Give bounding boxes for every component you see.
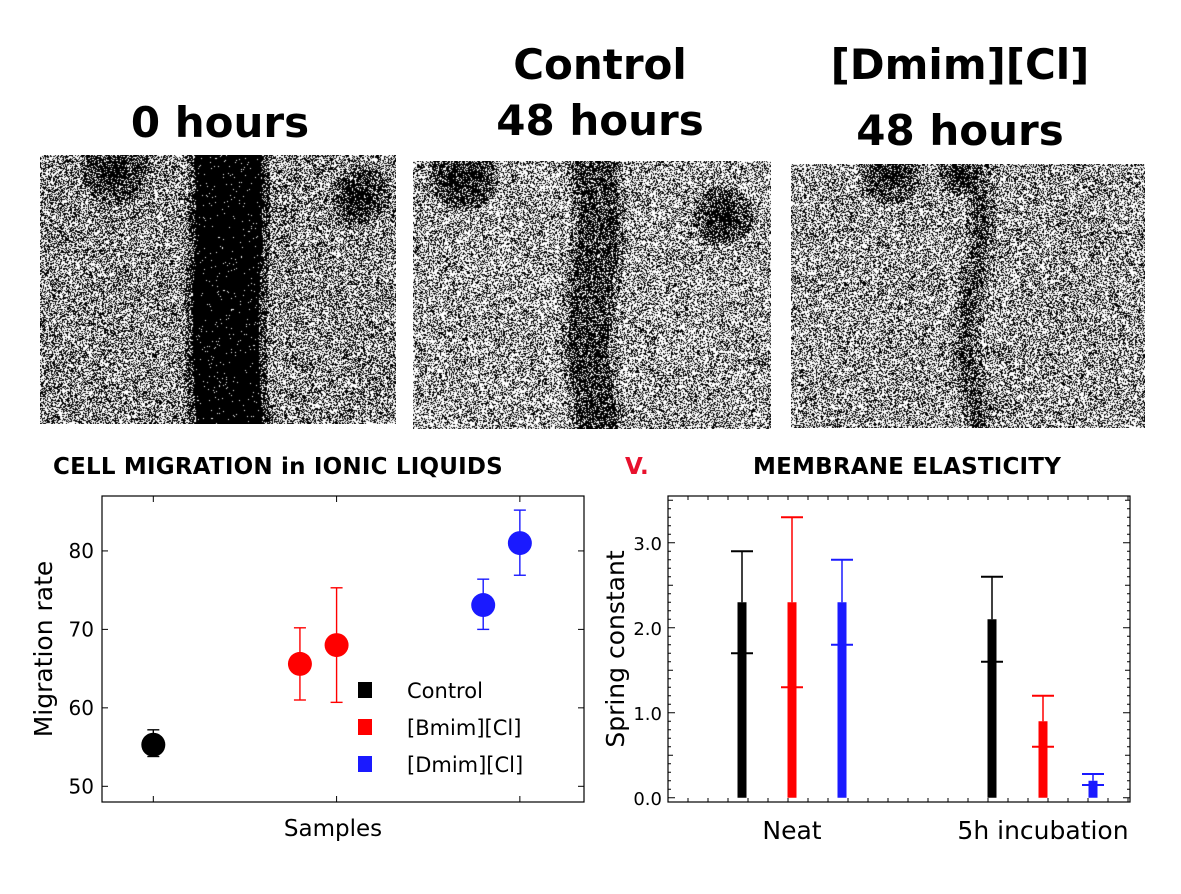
- y-tick-label: 0.0: [633, 789, 662, 810]
- y-tick-label: 3.0: [633, 534, 662, 555]
- data-point: [507, 531, 532, 556]
- legend-label: [Bmim][Cl]: [407, 716, 521, 740]
- panel-title-dmim: [Dmim][Cl] 48 hours: [780, 44, 1140, 152]
- y-axis-label: Migration rate: [29, 561, 58, 738]
- data-point: [141, 732, 166, 757]
- y-tick-label: 60: [69, 696, 94, 720]
- migration-chart: 50 60 70 80 Migration rate Samples Control [Bmi…: [29, 495, 585, 842]
- microscopy-image-control-48h: [413, 161, 771, 429]
- y-tick-label: 70: [69, 617, 94, 641]
- y-tick-label: 2.0: [633, 619, 662, 640]
- data-point: [471, 593, 496, 618]
- plot-frame: [667, 495, 1131, 803]
- microscopy-image-0h: [40, 155, 396, 424]
- x-axis-label: Samples: [284, 816, 382, 842]
- microscopy-image-dmim-48h: [791, 164, 1145, 428]
- category-label: Neat: [762, 816, 821, 845]
- legend-label: Control: [407, 679, 483, 703]
- plot-frame: [101, 495, 585, 803]
- panel-title-line: 48 hours: [496, 96, 704, 145]
- y-tick-label: 50: [69, 774, 94, 798]
- data-point: [324, 633, 349, 658]
- legend-marker: [358, 756, 372, 772]
- versus-label: V.: [625, 454, 649, 480]
- y-tick-label: 1.0: [633, 704, 662, 725]
- panel-title-line: 0 hours: [130, 98, 310, 147]
- category-label: 5h incubation: [957, 816, 1128, 845]
- elasticity-section-title: MEMBRANE ELASTICITY: [753, 454, 1062, 480]
- panel-title-0h: 0 hours: [40, 102, 400, 144]
- data-point: [287, 651, 312, 676]
- legend-label: [Dmim][Cl]: [407, 753, 523, 777]
- y-axis-label: Spring constant: [601, 550, 630, 748]
- panel-title-line: [Dmim][Cl]: [830, 40, 1090, 89]
- panel-title-control: Control 48 hours: [410, 44, 790, 142]
- y-tick-label: 80: [69, 539, 94, 563]
- panel-title-line: 48 hours: [856, 106, 1064, 155]
- legend-marker: [358, 682, 372, 698]
- migration-section-title: CELL MIGRATION in IONIC LIQUIDS: [53, 454, 503, 480]
- panel-title-line: Control: [513, 40, 687, 89]
- legend-marker: [358, 719, 372, 735]
